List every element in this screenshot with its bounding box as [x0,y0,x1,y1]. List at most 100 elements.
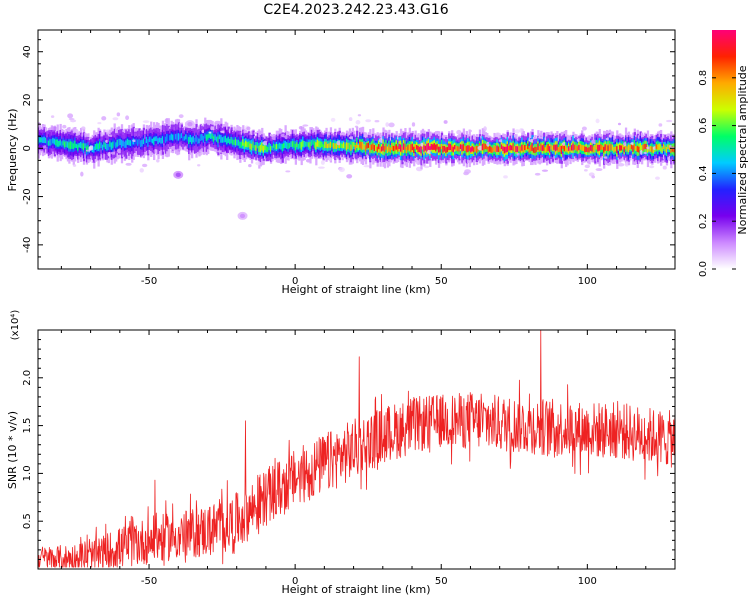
heatmap-cell [579,143,582,150]
heatmap-cell [272,143,276,148]
heatmap-cell [242,139,245,146]
heatmap-cell [230,136,233,144]
heatmap-cell [296,142,299,148]
spectrogram-y-axis-label: Frequency (Hz) [6,109,19,192]
heatmap-cell [356,142,359,149]
heatmap-cell [483,143,486,151]
spectrogram-heatmap [38,112,675,220]
heatmap-cell [567,146,571,151]
heatmap-cell [189,135,192,143]
heatmap-cell [434,144,438,152]
heatmap-cell [142,138,146,145]
heatmap-cell [455,145,458,151]
heatmap-speckle [67,113,74,119]
heatmap-cell [43,136,46,143]
heatmap-cell [367,142,371,148]
heatmap-cell [372,143,375,150]
heatmap-cell [550,144,553,150]
heatmap-cell [60,141,64,147]
heatmap-speckle [514,129,520,134]
heatmap-speckle [330,117,336,122]
heatmap-cell [553,144,556,150]
heatmap-cell [376,146,379,153]
heatmap-cell [328,143,331,148]
heatmap-cell [268,142,271,151]
heatmap-speckle [139,168,144,173]
heatmap-cell [220,135,223,143]
heatmap-cell [342,142,346,149]
heatmap-speckle [617,122,622,126]
heatmap-cell [123,141,127,148]
x-tick-label: -50 [141,576,157,587]
heatmap-cell [59,139,62,146]
heatmap-cell [398,143,401,149]
heatmap-cell [575,144,578,151]
heatmap-speckle [156,158,160,163]
colorbar: 0.0 0.2 0.4 0.6 0.8 Normalized spectral ampl… [698,30,749,277]
spectrogram-frame [37,29,676,270]
heatmap-cell [297,143,300,150]
heatmap-cell [559,145,562,152]
heatmap-cell [291,141,295,147]
heatmap-cell [645,143,648,150]
heatmap-cell [287,143,290,149]
heatmap-speckle [363,165,371,168]
heatmap-speckle [84,135,88,138]
heatmap-speckle [101,116,107,121]
heatmap-cell [408,144,411,152]
heatmap-cell [598,144,601,151]
heatmap-speckle [503,175,508,179]
heatmap-cell [633,143,636,150]
colorbar-label: Normalized spectral amplitude [736,65,749,234]
heatmap-cell [578,144,581,151]
heatmap-cell [576,146,579,152]
heatmap-cell [671,146,674,152]
heatmap-speckle [318,166,325,169]
heatmap-cell [622,144,625,150]
heatmap-cell [138,139,141,145]
heatmap-cell [179,134,182,140]
heatmap-cell [195,135,198,142]
heatmap-cell [39,137,42,143]
heatmap-speckle [164,118,169,124]
heatmap-speckle [69,119,77,123]
heatmap-cell [71,141,74,149]
heatmap-cell [426,143,429,152]
heatmap-cell [120,139,124,148]
heatmap-cell [509,144,512,151]
heatmap-cell [163,134,166,141]
heatmap-cell [657,144,660,151]
heatmap-cell [129,140,132,146]
heatmap-speckle [81,126,86,131]
heatmap-cell [418,146,422,153]
heatmap-cell [566,147,569,153]
heatmap-cell [443,145,447,152]
heatmap-cell [164,136,167,143]
heatmap-cell [491,147,495,153]
snr-y-multiplier: (x10⁴) [10,310,21,341]
heatmap-cell [411,143,414,151]
heatmap-cell [41,137,45,143]
heatmap-speckle [420,142,425,147]
heatmap-cell [436,143,439,150]
heatmap-speckle [72,164,77,167]
heatmap-cell [461,144,464,152]
heatmap-speckle [197,164,201,167]
heatmap-cell [354,145,357,151]
heatmap-cell [433,143,436,150]
heatmap-cell [600,144,603,151]
heatmap-blob-core [175,172,181,178]
heatmap-speckle [365,119,372,123]
heatmap-cell [199,134,203,141]
heatmap-cell [589,145,593,151]
y-tick-label: 40 [22,45,33,58]
heatmap-cell [170,133,173,140]
heatmap-cell [639,142,642,151]
heatmap-cell [309,141,312,149]
heatmap-cell [231,139,235,145]
heatmap-cell [359,141,362,148]
heatmap-cell [40,137,43,143]
heatmap-cell [475,145,479,154]
heatmap-cell [144,140,147,146]
heatmap-cell [522,144,525,153]
